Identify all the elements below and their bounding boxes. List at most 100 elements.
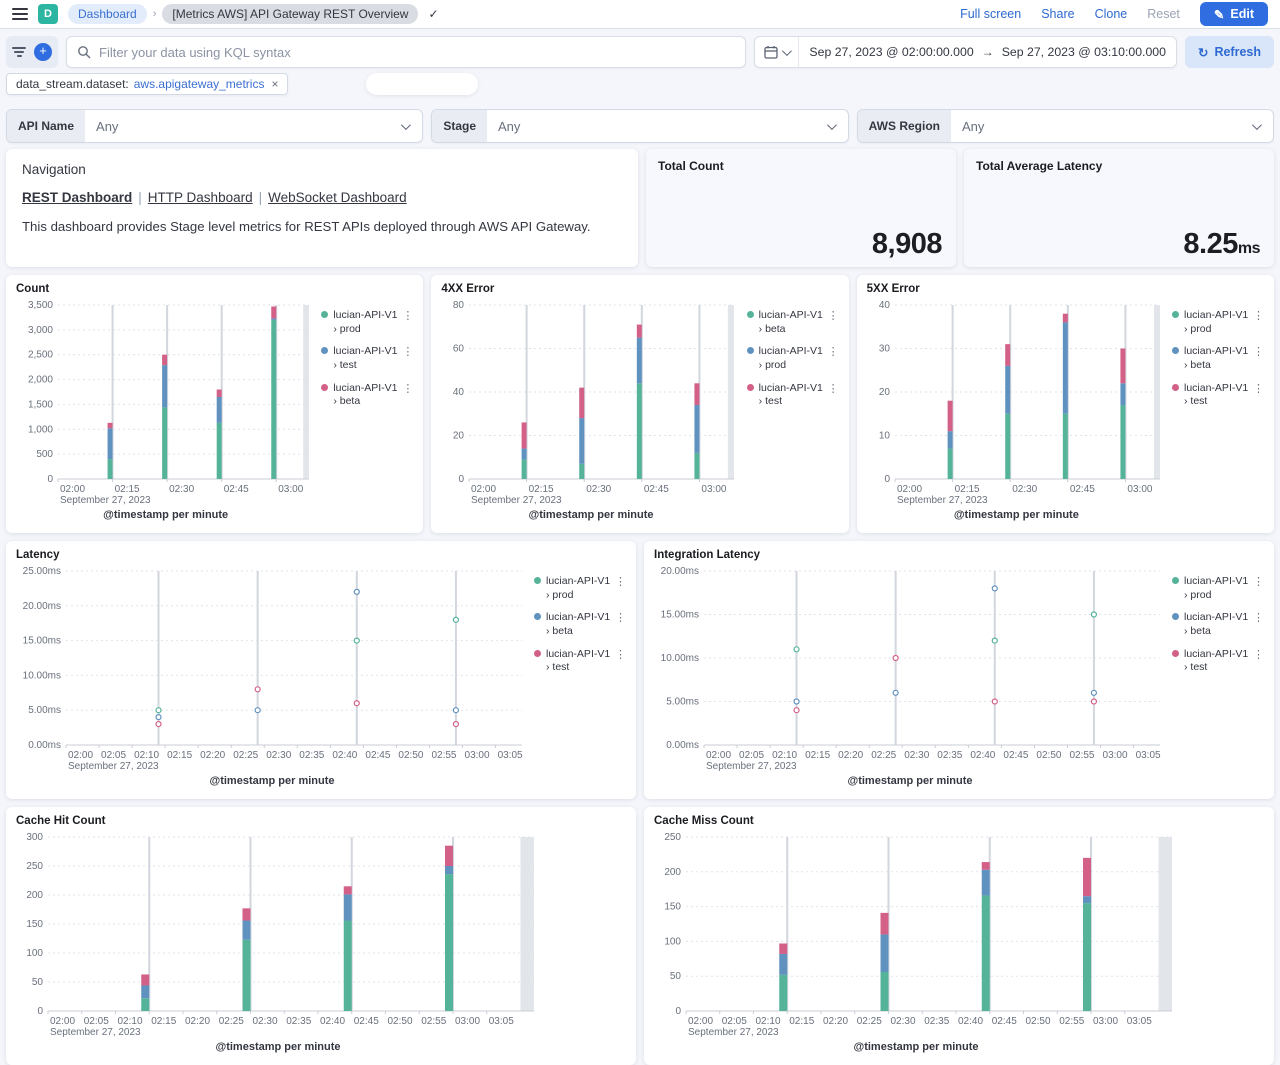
legend-menu-button[interactable]: ⋮: [1253, 648, 1264, 661]
svg-text:02:15: 02:15: [529, 484, 554, 495]
svg-text:30: 30: [879, 344, 891, 355]
legend-menu-button[interactable]: ⋮: [1253, 612, 1264, 625]
filter-pill-value: aws.apigateway_metrics: [133, 77, 265, 91]
svg-text:02:40: 02:40: [332, 750, 357, 761]
legend-label: lucian-API-V1 › test: [546, 647, 611, 674]
legend-item[interactable]: lucian-API-V1 › beta ⋮: [534, 611, 626, 638]
control-aws-region[interactable]: AWS Region Any: [856, 109, 1274, 143]
legend-item[interactable]: lucian-API-V1 › prod ⋮: [534, 575, 626, 602]
svg-text:02:10: 02:10: [134, 750, 159, 761]
legend-swatch-icon: [1172, 383, 1179, 391]
kql-input[interactable]: [99, 44, 736, 60]
svg-text:02:30: 02:30: [904, 750, 929, 761]
legend-item[interactable]: lucian-API-V1 › prod ⋮: [1172, 309, 1264, 336]
legend-menu-button[interactable]: ⋮: [827, 382, 839, 395]
svg-text:0: 0: [47, 474, 53, 485]
legend-menu-button[interactable]: ⋮: [615, 648, 626, 661]
control-label: API Name: [7, 110, 86, 142]
svg-text:02:15: 02:15: [954, 484, 979, 495]
chart-legend: lucian-API-V1 › prod ⋮ lucian-API-V1 › tes…: [315, 297, 413, 525]
legend-item[interactable]: lucian-API-V1 › test ⋮: [1172, 382, 1264, 409]
legend-item[interactable]: lucian-API-V1 › test ⋮: [321, 345, 413, 372]
legend-menu-button[interactable]: ⋮: [402, 310, 414, 322]
svg-text:02:45: 02:45: [224, 484, 249, 495]
fullscreen-link[interactable]: Full screen: [960, 7, 1022, 21]
edit-button-label: Edit: [1230, 7, 1254, 21]
date-range-start[interactable]: Sep 27, 2023 @ 02:00:00.000: [809, 45, 974, 59]
legend-swatch-icon: [321, 347, 329, 355]
legend-menu-button[interactable]: ⋮: [1253, 576, 1264, 588]
legend-item[interactable]: lucian-API-V1 › beta ⋮: [1172, 345, 1264, 372]
svg-text:02:35: 02:35: [937, 750, 962, 761]
legend-item[interactable]: lucian-API-V1 › test ⋮: [534, 648, 626, 675]
x-axis-title: @timestamp per minute: [103, 509, 229, 521]
svg-text:02:35: 02:35: [924, 1016, 949, 1027]
refresh-button[interactable]: ↻ Refresh: [1184, 36, 1274, 68]
control-label: AWS Region: [857, 110, 951, 142]
svg-text:September 27, 2023: September 27, 2023: [706, 761, 797, 772]
legend-item[interactable]: lucian-API-V1 › beta ⋮: [1172, 611, 1264, 638]
legend-menu-button[interactable]: ⋮: [402, 346, 414, 359]
refresh-button-label: Refresh: [1214, 45, 1261, 59]
chart-canvas: 0 10 20 30 40 02:00 02:15 02:30 02:45 03:00 Septem…: [879, 300, 1160, 506]
link-websocket-dashboard[interactable]: WebSocket Dashboard: [268, 190, 407, 205]
add-filter-button[interactable]: +: [34, 43, 52, 61]
controls-row: API Name Any Stage Any AWS Region Any: [0, 103, 1280, 147]
plot-area: 0 10 20 30 40 02:00 02:15 02:30 02:45 03:00 Septem…: [867, 297, 1166, 509]
legend-item[interactable]: lucian-API-V1 › beta ⋮: [321, 382, 413, 409]
plot-area: 0 50 100 150 200 250 300 02:00 02:05 02:10 02:15 02…: [16, 829, 626, 1041]
legend-menu-button[interactable]: ⋮: [1253, 346, 1264, 359]
control-stage[interactable]: Stage Any: [431, 109, 849, 143]
date-range-end[interactable]: Sep 27, 2023 @ 03:10:00.000: [1001, 45, 1166, 59]
legend-label: lucian-API-V1 › prod: [1184, 575, 1249, 601]
legend-swatch-icon: [746, 311, 754, 318]
breadcrumb-dashboard[interactable]: Dashboard: [68, 4, 147, 24]
svg-text:03:00: 03:00: [455, 1016, 480, 1027]
link-http-dashboard[interactable]: HTTP Dashboard: [147, 190, 253, 205]
chart-legend: lucian-API-V1 › prod ⋮ lucian-API-V1 › bet…: [1166, 563, 1264, 791]
filter-pill[interactable]: data_stream.dataset: aws.apigateway_metr…: [6, 73, 289, 95]
legend-swatch-icon: [534, 649, 541, 657]
legend-menu-button[interactable]: ⋮: [402, 382, 414, 395]
link-rest-dashboard[interactable]: REST Dashboard: [22, 190, 133, 205]
legend-item[interactable]: lucian-API-V1 › prod ⋮: [746, 345, 839, 372]
saved-check-icon: ✓: [428, 7, 439, 21]
svg-text:150: 150: [26, 919, 43, 930]
svg-text:02:10: 02:10: [772, 750, 797, 761]
remove-filter-icon[interactable]: ×: [271, 77, 279, 91]
svg-text:02:00: 02:00: [897, 484, 922, 495]
legend-item[interactable]: lucian-API-V1 › test ⋮: [746, 382, 839, 409]
svg-text:10: 10: [879, 431, 891, 442]
legend-item[interactable]: lucian-API-V1 › prod ⋮: [321, 309, 413, 336]
edit-button[interactable]: ✎ Edit: [1199, 2, 1268, 26]
legend-menu-button[interactable]: ⋮: [827, 346, 839, 359]
legend-menu-button[interactable]: ⋮: [1253, 382, 1264, 395]
svg-text:02:40: 02:40: [320, 1016, 345, 1027]
legend-menu-button[interactable]: ⋮: [1253, 310, 1264, 322]
svg-text:40: 40: [453, 387, 465, 398]
arrow-right-icon: →: [981, 45, 994, 59]
control-api-name[interactable]: API Name Any: [6, 109, 424, 143]
share-link[interactable]: Share: [1041, 7, 1075, 21]
svg-text:02:25: 02:25: [857, 1016, 882, 1027]
legend-menu-button[interactable]: ⋮: [615, 576, 626, 588]
svg-text:50: 50: [32, 977, 44, 988]
svg-text:02:50: 02:50: [388, 1016, 413, 1027]
legend-item[interactable]: lucian-API-V1 › prod ⋮: [1172, 575, 1264, 602]
svg-text:02:20: 02:20: [838, 750, 863, 761]
menu-icon[interactable]: [12, 8, 28, 20]
svg-text:02:25: 02:25: [233, 750, 258, 761]
clone-link[interactable]: Clone: [1094, 7, 1128, 21]
calendar-button[interactable]: [755, 37, 800, 67]
chart-panel-cache-miss-count: Cache Miss Count 0 50 100 150 200 250 02:00 02:…: [644, 807, 1274, 1065]
chart-legend: lucian-API-V1 › prod ⋮ lucian-API-V1 › bet…: [528, 563, 626, 791]
reset-link[interactable]: Reset: [1147, 7, 1180, 21]
legend-menu-button[interactable]: ⋮: [615, 612, 626, 625]
legend-item[interactable]: lucian-API-V1 › beta ⋮: [746, 309, 839, 336]
kql-search-box[interactable]: [66, 36, 747, 68]
chart-title: Cache Miss Count: [654, 815, 754, 827]
legend-item[interactable]: lucian-API-V1 › test ⋮: [1172, 648, 1264, 675]
legend-menu-button[interactable]: ⋮: [827, 310, 839, 322]
svg-text:02:30: 02:30: [253, 1016, 278, 1027]
filter-menu-icon[interactable]: [12, 47, 26, 57]
